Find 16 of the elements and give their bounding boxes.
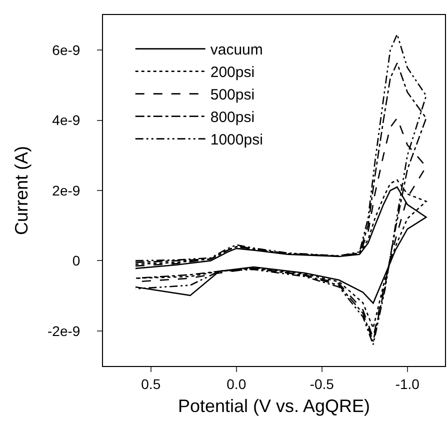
y-tick-label: 4e-9 <box>52 112 80 128</box>
x-tick-label: 0.0 <box>226 376 246 392</box>
legend-label: 500psi <box>210 86 255 104</box>
x-tick-label: 0.5 <box>141 376 161 392</box>
legend-label: 800psi <box>210 109 255 126</box>
legend-label: vacuum <box>210 42 263 59</box>
x-tick-label: -0.5 <box>310 376 334 392</box>
x-axis-title: Potential (V vs. AgQRE) <box>178 396 370 416</box>
y-tick-label: 6e-9 <box>52 42 80 58</box>
y-tick-label: 2e-9 <box>52 182 80 198</box>
x-tick-label: -1.0 <box>395 376 420 392</box>
y-tick-label: 0 <box>72 252 80 269</box>
y-axis-title: Current (A) <box>12 146 32 236</box>
legend-label: 1000psi <box>210 132 263 149</box>
y-tick-label: -2e-9 <box>48 322 80 339</box>
legend-label: 200psi <box>210 64 255 82</box>
